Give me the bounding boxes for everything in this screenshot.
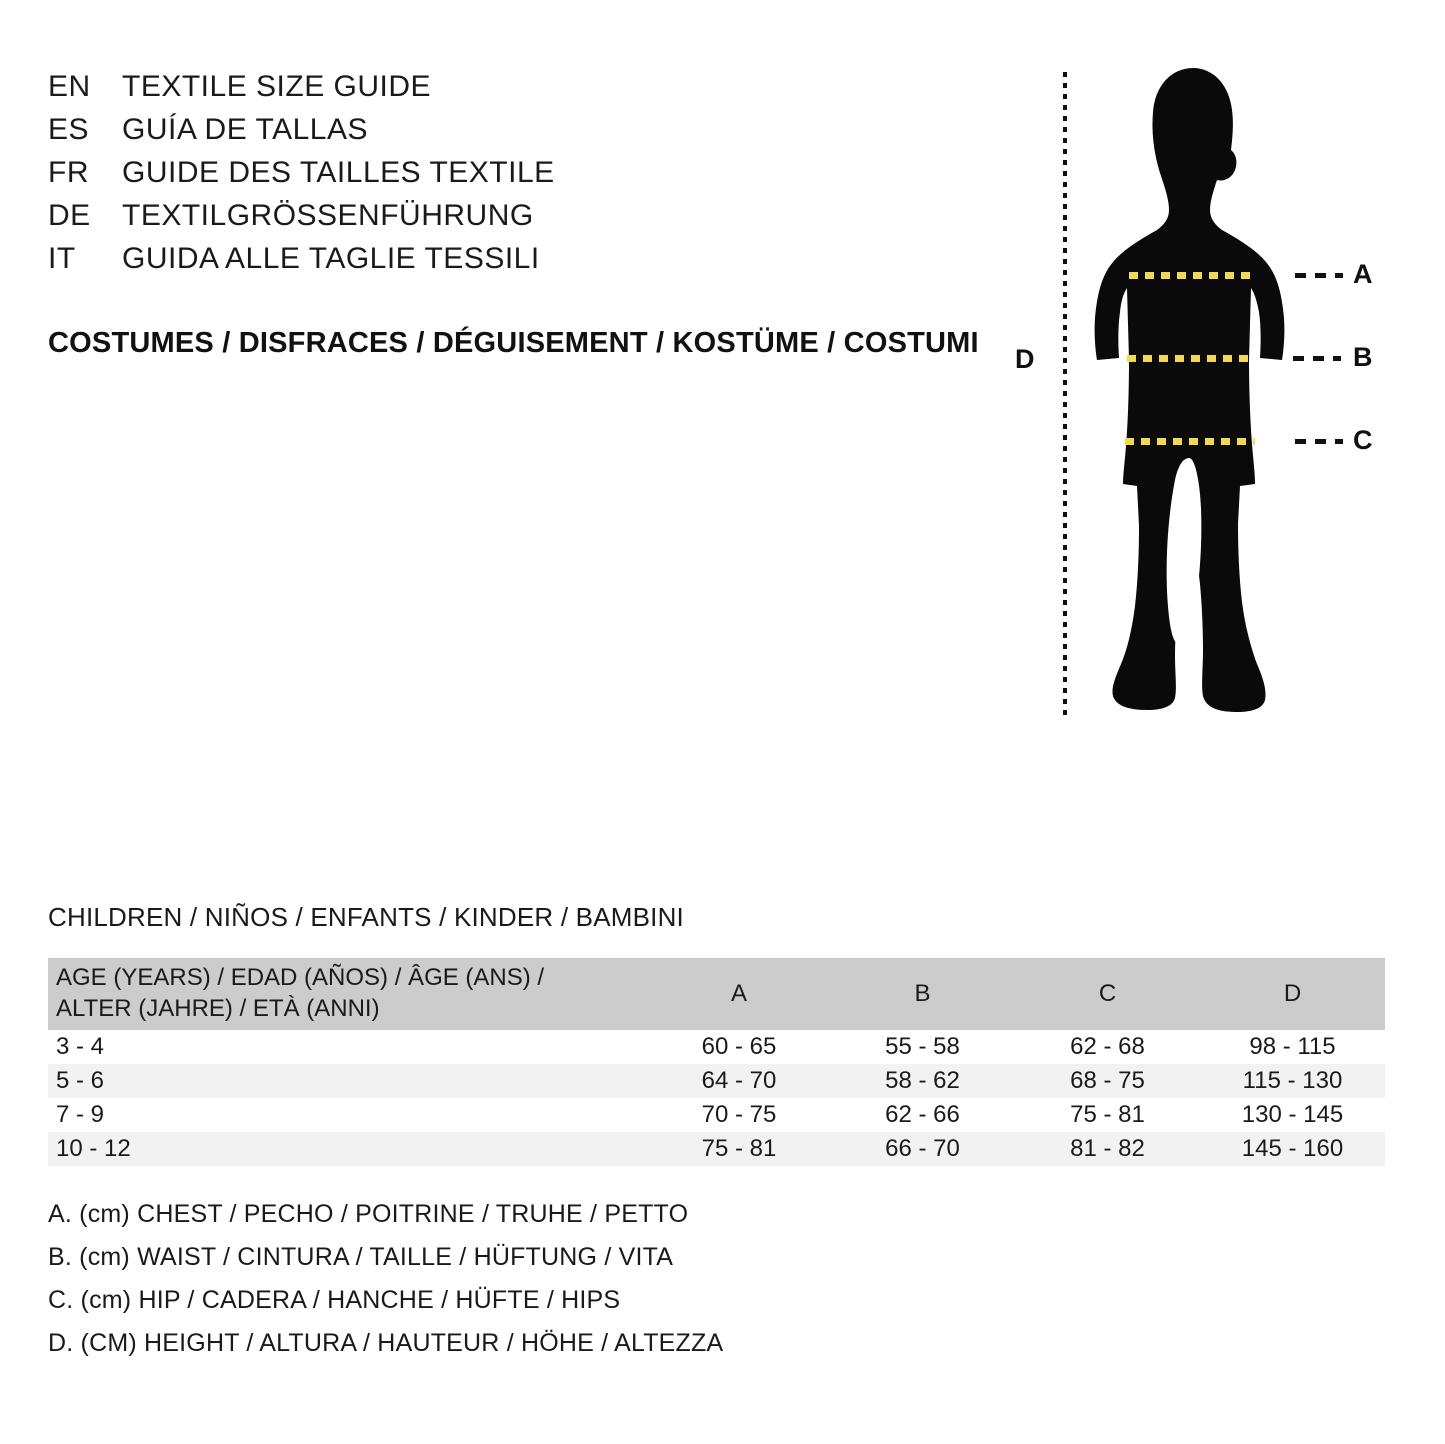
language-title: GUIDE DES TAILLES TEXTILE xyxy=(122,156,555,189)
cell-hip: 62 - 68 xyxy=(1070,1033,1145,1060)
waist-leader-line xyxy=(1293,356,1341,361)
size-table: AGE (YEARS) / EDAD (AÑOS) / ÂGE (ANS) / … xyxy=(48,958,1385,1166)
height-reference-dotted-line xyxy=(1063,72,1067,720)
language-title: TEXTILGRÖSSENFÜHRUNG xyxy=(122,199,534,232)
chest-measurement-dash-line xyxy=(1129,272,1255,279)
column-header-age: AGE (YEARS) / EDAD (AÑOS) / ÂGE (ANS) / … xyxy=(48,958,648,1030)
language-code: FR xyxy=(48,156,89,189)
child-silhouette-icon xyxy=(1094,68,1285,712)
language-row: DE TEXTILGRÖSSENFÜHRUNG xyxy=(48,199,948,242)
column-header-b: B xyxy=(914,980,931,1007)
column-header-age-line1: AGE (YEARS) / EDAD (AÑOS) / ÂGE (ANS) / xyxy=(56,964,545,992)
language-title: GUIDA ALLE TAGLIE TESSILI xyxy=(122,242,540,275)
cell-age: 7 - 9 xyxy=(56,1101,105,1128)
cell-hip: 75 - 81 xyxy=(1070,1101,1145,1128)
measurement-label-a: A xyxy=(1353,259,1373,289)
cell-age: 5 - 6 xyxy=(56,1067,105,1094)
language-title: TEXTILE SIZE GUIDE xyxy=(122,70,432,103)
table-row: 7 - 9 70 - 75 62 - 66 75 - 81 130 - 145 xyxy=(48,1098,1385,1132)
height-label-d: D xyxy=(1015,344,1035,374)
cell-waist: 55 - 58 xyxy=(885,1033,960,1060)
language-code: EN xyxy=(48,70,91,103)
language-row: FR GUIDE DES TAILLES TEXTILE xyxy=(48,156,948,199)
size-table-body: 3 - 4 60 - 65 55 - 58 62 - 68 98 - 115 5… xyxy=(48,1030,1385,1166)
legend-row-hip: C. (cm) HIP / CADERA / HANCHE / HÜFTE / … xyxy=(48,1286,621,1314)
language-code: DE xyxy=(48,199,91,232)
measurement-legend: A. (cm) CHEST / PECHO / POITRINE / TRUHE… xyxy=(48,1200,948,1372)
language-header-block: EN TEXTILE SIZE GUIDE ES GUÍA DE TALLAS … xyxy=(48,70,948,285)
table-header-row: AGE (YEARS) / EDAD (AÑOS) / ÂGE (ANS) / … xyxy=(48,958,1385,1030)
table-row: 3 - 4 60 - 65 55 - 58 62 - 68 98 - 115 xyxy=(48,1030,1385,1064)
language-row: EN TEXTILE SIZE GUIDE xyxy=(48,70,948,113)
language-code: IT xyxy=(48,242,76,275)
hip-measurement-dash-line xyxy=(1125,438,1255,445)
column-header-d: D xyxy=(1283,980,1302,1007)
language-row: ES GUÍA DE TALLAS xyxy=(48,113,948,156)
cell-chest: 64 - 70 xyxy=(701,1067,777,1094)
language-title: GUÍA DE TALLAS xyxy=(122,113,368,146)
hip-leader-line xyxy=(1295,439,1343,444)
cell-height: 145 - 160 xyxy=(1241,1135,1344,1162)
legend-row-height: D. (CM) HEIGHT / ALTURA / HAUTEUR / HÖHE… xyxy=(48,1329,724,1357)
waist-measurement-dash-line xyxy=(1127,355,1249,362)
measurement-figure-diagram: D A B C xyxy=(995,60,1425,740)
cell-waist: 62 - 66 xyxy=(885,1101,960,1128)
measurement-label-c: C xyxy=(1353,425,1373,455)
measurement-label-b: B xyxy=(1353,342,1373,372)
language-code: ES xyxy=(48,113,90,146)
legend-row-chest: A. (cm) CHEST / PECHO / POITRINE / TRUHE… xyxy=(48,1200,689,1228)
column-header-a: A xyxy=(730,980,747,1007)
size-table-header: AGE (YEARS) / EDAD (AÑOS) / ÂGE (ANS) / … xyxy=(48,958,1385,1030)
legend-row-waist: B. (cm) WAIST / CINTURA / TAILLE / HÜFTU… xyxy=(48,1243,674,1271)
cell-height: 130 - 145 xyxy=(1241,1101,1344,1128)
table-row: 5 - 6 64 - 70 58 - 62 68 - 75 115 - 130 xyxy=(48,1064,1385,1098)
cell-age: 10 - 12 xyxy=(56,1135,131,1162)
cell-chest: 75 - 81 xyxy=(701,1135,777,1162)
column-header-age-line2: ALTER (JAHRE) / ETÀ (ANNI) xyxy=(56,995,380,1022)
cell-hip: 68 - 75 xyxy=(1070,1067,1145,1094)
language-row: IT GUIDA ALLE TAGLIE TESSILI xyxy=(48,242,948,285)
cell-height: 115 - 130 xyxy=(1242,1067,1343,1094)
chest-leader-line xyxy=(1295,273,1343,278)
cell-hip: 81 - 82 xyxy=(1070,1135,1145,1162)
children-group-title: CHILDREN / NIÑOS / ENFANTS / KINDER / BA… xyxy=(48,902,684,932)
cell-age: 3 - 4 xyxy=(56,1033,105,1060)
cell-waist: 66 - 70 xyxy=(885,1135,960,1162)
column-header-c: C xyxy=(1098,980,1117,1007)
cell-chest: 70 - 75 xyxy=(701,1101,777,1128)
costumes-category-line: COSTUMES / DISFRACES / DÉGUISEMENT / KOS… xyxy=(48,327,979,359)
cell-waist: 58 - 62 xyxy=(885,1067,960,1094)
cell-height: 98 - 115 xyxy=(1249,1033,1336,1060)
cell-chest: 60 - 65 xyxy=(701,1033,777,1060)
table-row: 10 - 12 75 - 81 66 - 70 81 - 82 145 - 16… xyxy=(48,1132,1385,1166)
